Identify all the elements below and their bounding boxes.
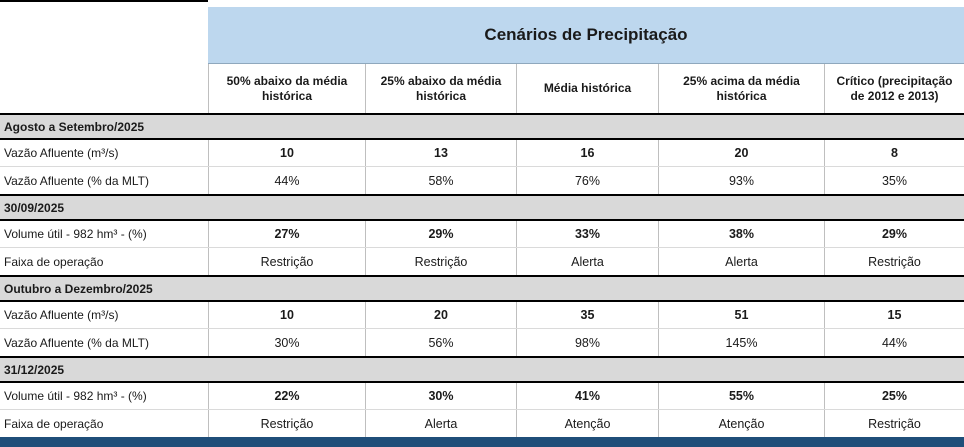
section-header: Agosto a Setembro/2025 [4,119,145,134]
value-cell: Alerta [365,410,516,437]
value-cell: Atenção [516,410,658,437]
section-row: Outubro a Dezembro/2025 [0,275,964,302]
value-cell: Atenção [658,410,824,437]
column-header: 25% abaixo da média histórica [365,64,516,113]
column-header: Média histórica [516,64,658,113]
value-cell: 22% [208,383,365,409]
section-header: 30/09/2025 [4,200,65,215]
value-cell: 51 [658,302,824,328]
value-cell: 56% [365,329,516,356]
value-cell: 30% [208,329,365,356]
value-cell: Restrição [365,248,516,275]
value-cell: 16 [516,140,658,166]
table-row: Vazão Afluente (m³/s) 10 20 35 51 15 [0,302,964,329]
title-row: Cenários de Precipitação [0,0,964,64]
section-row: Agosto a Setembro/2025 [0,113,964,140]
value-cell: 98% [516,329,658,356]
value-cell: 13 [365,140,516,166]
value-cell: 55% [658,383,824,409]
value-cell: 20 [658,140,824,166]
column-header: Crítico (precipitação de 2012 e 2013) [824,64,964,113]
section-row: 30/09/2025 [0,194,964,221]
bottom-accent-bar [0,437,964,447]
value-cell: Restrição [824,410,964,437]
table-row: Faixa de operação Restrição Restrição Al… [0,248,964,275]
value-cell: 41% [516,383,658,409]
table-row: Faixa de operação Restrição Alerta Atenç… [0,410,964,437]
value-cell: 35% [824,167,964,194]
table-title: Cenários de Precipitação [208,7,964,64]
row-label: Faixa de operação [4,254,104,269]
row-label: Volume útil - 982 hm³ - (%) [4,389,147,403]
corner-cell [0,0,208,64]
value-cell: 33% [516,221,658,247]
value-cell: 27% [208,221,365,247]
value-cell: 44% [824,329,964,356]
section-header: 31/12/2025 [4,362,65,377]
value-cell: 30% [365,383,516,409]
value-cell: 29% [365,221,516,247]
section-header: Outubro a Dezembro/2025 [4,281,153,296]
column-header-row: 50% abaixo da média histórica 25% abaixo… [0,64,964,113]
value-cell: 29% [824,221,964,247]
value-cell: 8 [824,140,964,166]
column-header: 25% acima da média histórica [658,64,824,113]
row-label: Vazão Afluente (% da MLT) [4,335,149,350]
table-row: Vazão Afluente (% da MLT) 44% 58% 76% 93… [0,167,964,194]
row-label: Volume útil - 982 hm³ - (%) [4,227,147,241]
row-label: Vazão Afluente (% da MLT) [4,173,149,188]
table-row: Volume útil - 982 hm³ - (%) 22% 30% 41% … [0,383,964,410]
value-cell: 145% [658,329,824,356]
value-cell: 10 [208,140,365,166]
section-row: 31/12/2025 [0,356,964,383]
value-cell: Restrição [824,248,964,275]
table-row: Volume útil - 982 hm³ - (%) 27% 29% 33% … [0,221,964,248]
row-label: Vazão Afluente (m³/s) [4,308,119,322]
value-cell: 25% [824,383,964,409]
column-header: 50% abaixo da média histórica [208,64,365,113]
value-cell: 15 [824,302,964,328]
table-row: Vazão Afluente (% da MLT) 30% 56% 98% 14… [0,329,964,356]
value-cell: 38% [658,221,824,247]
value-cell: 20 [365,302,516,328]
value-cell: 10 [208,302,365,328]
value-cell: 44% [208,167,365,194]
row-label: Vazão Afluente (m³/s) [4,146,119,160]
value-cell: 58% [365,167,516,194]
row-label: Faixa de operação [4,416,104,431]
value-cell: 35 [516,302,658,328]
value-cell: 93% [658,167,824,194]
value-cell: 76% [516,167,658,194]
header-empty-cell [0,64,208,113]
value-cell: Restrição [208,248,365,275]
value-cell: Alerta [658,248,824,275]
value-cell: Alerta [516,248,658,275]
value-cell: Restrição [208,410,365,437]
table-row: Vazão Afluente (m³/s) 10 13 16 20 8 [0,140,964,167]
